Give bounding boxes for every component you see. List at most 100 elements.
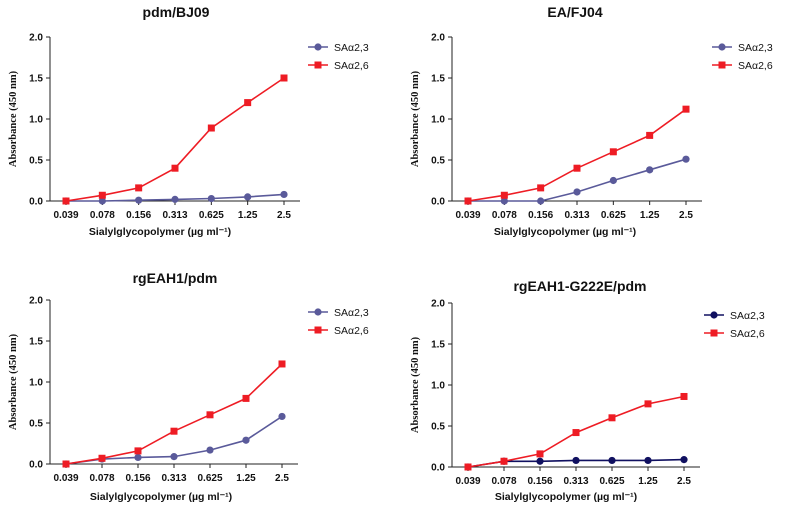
data-point	[170, 453, 178, 461]
chart-panel-3: rgEAH1/pdm 0.0 0.5 1.0 1.5 2.0 0.039 0.078 0.156…	[8, 270, 369, 503]
data-point	[680, 456, 688, 464]
data-point	[537, 184, 545, 192]
data-point	[573, 164, 581, 172]
y-tick-label: 1.0	[29, 378, 43, 389]
data-point	[644, 456, 652, 465]
x-tick-label: 2.5	[277, 210, 291, 221]
x-axis-label: Sialylglycopolymer (µg ml⁻¹)	[90, 491, 232, 503]
x-tick-label: 0.156	[527, 476, 552, 487]
x-tick-label: 0.156	[125, 473, 150, 484]
legend-marker	[314, 43, 322, 51]
y-tick-label: 2.0	[29, 296, 43, 307]
y-tick-label: 1.5	[431, 74, 445, 85]
x-tick-label: 0.078	[89, 473, 114, 484]
x-tick-label: 0.313	[564, 210, 589, 221]
x-tick-label: 0.625	[199, 210, 224, 221]
data-point	[207, 124, 215, 132]
data-point	[278, 412, 286, 421]
x-tick-label: 0.156	[528, 210, 553, 221]
data-point	[682, 105, 690, 113]
y-tick-label: 1.5	[431, 340, 445, 351]
legend-label: SAα2,6	[730, 328, 765, 340]
data-point	[464, 463, 472, 471]
chart-title: rgEAH1/pdm	[133, 270, 218, 286]
data-point	[206, 446, 214, 454]
legend-marker	[314, 308, 322, 316]
chart-panel-4: rgEAH1-G222E/pdm 0.0 0.5 1.0 1.5 2.0 0.039 0.07…	[410, 278, 765, 503]
x-axis-label: Sialylglycopolymer (µg ml⁻¹)	[89, 226, 231, 238]
y-axis-label: Absorbance (450 nm)	[8, 333, 19, 430]
data-point	[98, 197, 106, 205]
chart-title: EA/FJ04	[547, 4, 602, 20]
data-point	[537, 197, 545, 205]
x-tick-label: 0.313	[563, 476, 588, 487]
legend-label: SAα2,6	[334, 60, 369, 72]
data-point	[572, 456, 580, 465]
data-point	[500, 457, 508, 465]
y-tick-label: 0.0	[431, 197, 445, 208]
y-axis-label: Absorbance (450 nm)	[410, 336, 421, 433]
data-point	[609, 176, 617, 185]
legend-label: SAα2,3	[730, 310, 765, 322]
data-point	[608, 456, 616, 465]
x-tick-label: 0.313	[162, 210, 187, 221]
data-point	[171, 195, 179, 203]
data-point	[500, 191, 508, 199]
x-tick-label: 2.5	[677, 476, 691, 487]
y-tick-label: 1.0	[431, 115, 445, 126]
data-point	[206, 411, 214, 419]
x-tick-label: 1.25	[236, 473, 256, 484]
data-point	[171, 164, 179, 172]
data-point	[280, 190, 288, 199]
data-point	[646, 131, 654, 139]
x-tick-label: 0.078	[492, 210, 517, 221]
x-axis-label: Sialylglycopolymer (µg ml⁻¹)	[494, 226, 636, 238]
legend-marker	[710, 311, 718, 319]
series-line-2	[467, 108, 687, 202]
x-tick-label: 0.039	[53, 473, 78, 484]
data-point	[135, 184, 143, 192]
series-line-2	[65, 77, 285, 202]
legend-marker	[718, 43, 726, 51]
y-tick-label: 0.5	[29, 419, 43, 430]
data-point	[573, 188, 581, 196]
data-point	[207, 194, 215, 203]
y-tick-label: 2.0	[431, 33, 445, 44]
data-point	[609, 148, 617, 156]
y-tick-label: 0.0	[29, 197, 43, 208]
y-tick-label: 0.5	[431, 156, 445, 167]
data-point	[646, 166, 654, 174]
data-point	[62, 460, 70, 468]
x-tick-label: 0.039	[455, 210, 480, 221]
x-tick-label: 0.625	[599, 476, 624, 487]
x-tick-label: 2.5	[275, 473, 289, 484]
chart-panel-2: EA/FJ04 0.0 0.5 1.0 1.5 2.0 0.039 0.078 0.156 0.3…	[410, 4, 773, 238]
legend-marker	[718, 61, 726, 69]
legend-label: SAα2,6	[738, 60, 773, 72]
data-point	[464, 197, 472, 205]
data-point	[134, 447, 142, 455]
data-point	[242, 436, 250, 444]
data-point	[170, 427, 178, 435]
y-tick-label: 1.5	[29, 337, 43, 348]
x-tick-label: 0.078	[90, 210, 115, 221]
x-tick-label: 2.5	[679, 210, 693, 221]
chart-title: rgEAH1-G222E/pdm	[513, 278, 646, 294]
y-tick-label: 1.0	[29, 115, 43, 126]
data-point	[135, 196, 143, 204]
y-tick-label: 0.5	[29, 156, 43, 167]
x-tick-label: 1.25	[638, 476, 658, 487]
data-point	[536, 457, 544, 465]
data-point	[536, 450, 544, 458]
legend-label: SAα2,3	[334, 42, 369, 54]
data-point	[644, 400, 652, 408]
chart-title: pdm/BJ09	[143, 4, 210, 20]
y-tick-label: 0.0	[29, 460, 43, 471]
y-tick-label: 2.0	[431, 299, 445, 310]
y-tick-label: 1.0	[431, 381, 445, 392]
data-point	[134, 453, 142, 462]
data-point	[608, 414, 616, 422]
legend-marker	[314, 61, 322, 69]
data-point	[62, 197, 70, 205]
